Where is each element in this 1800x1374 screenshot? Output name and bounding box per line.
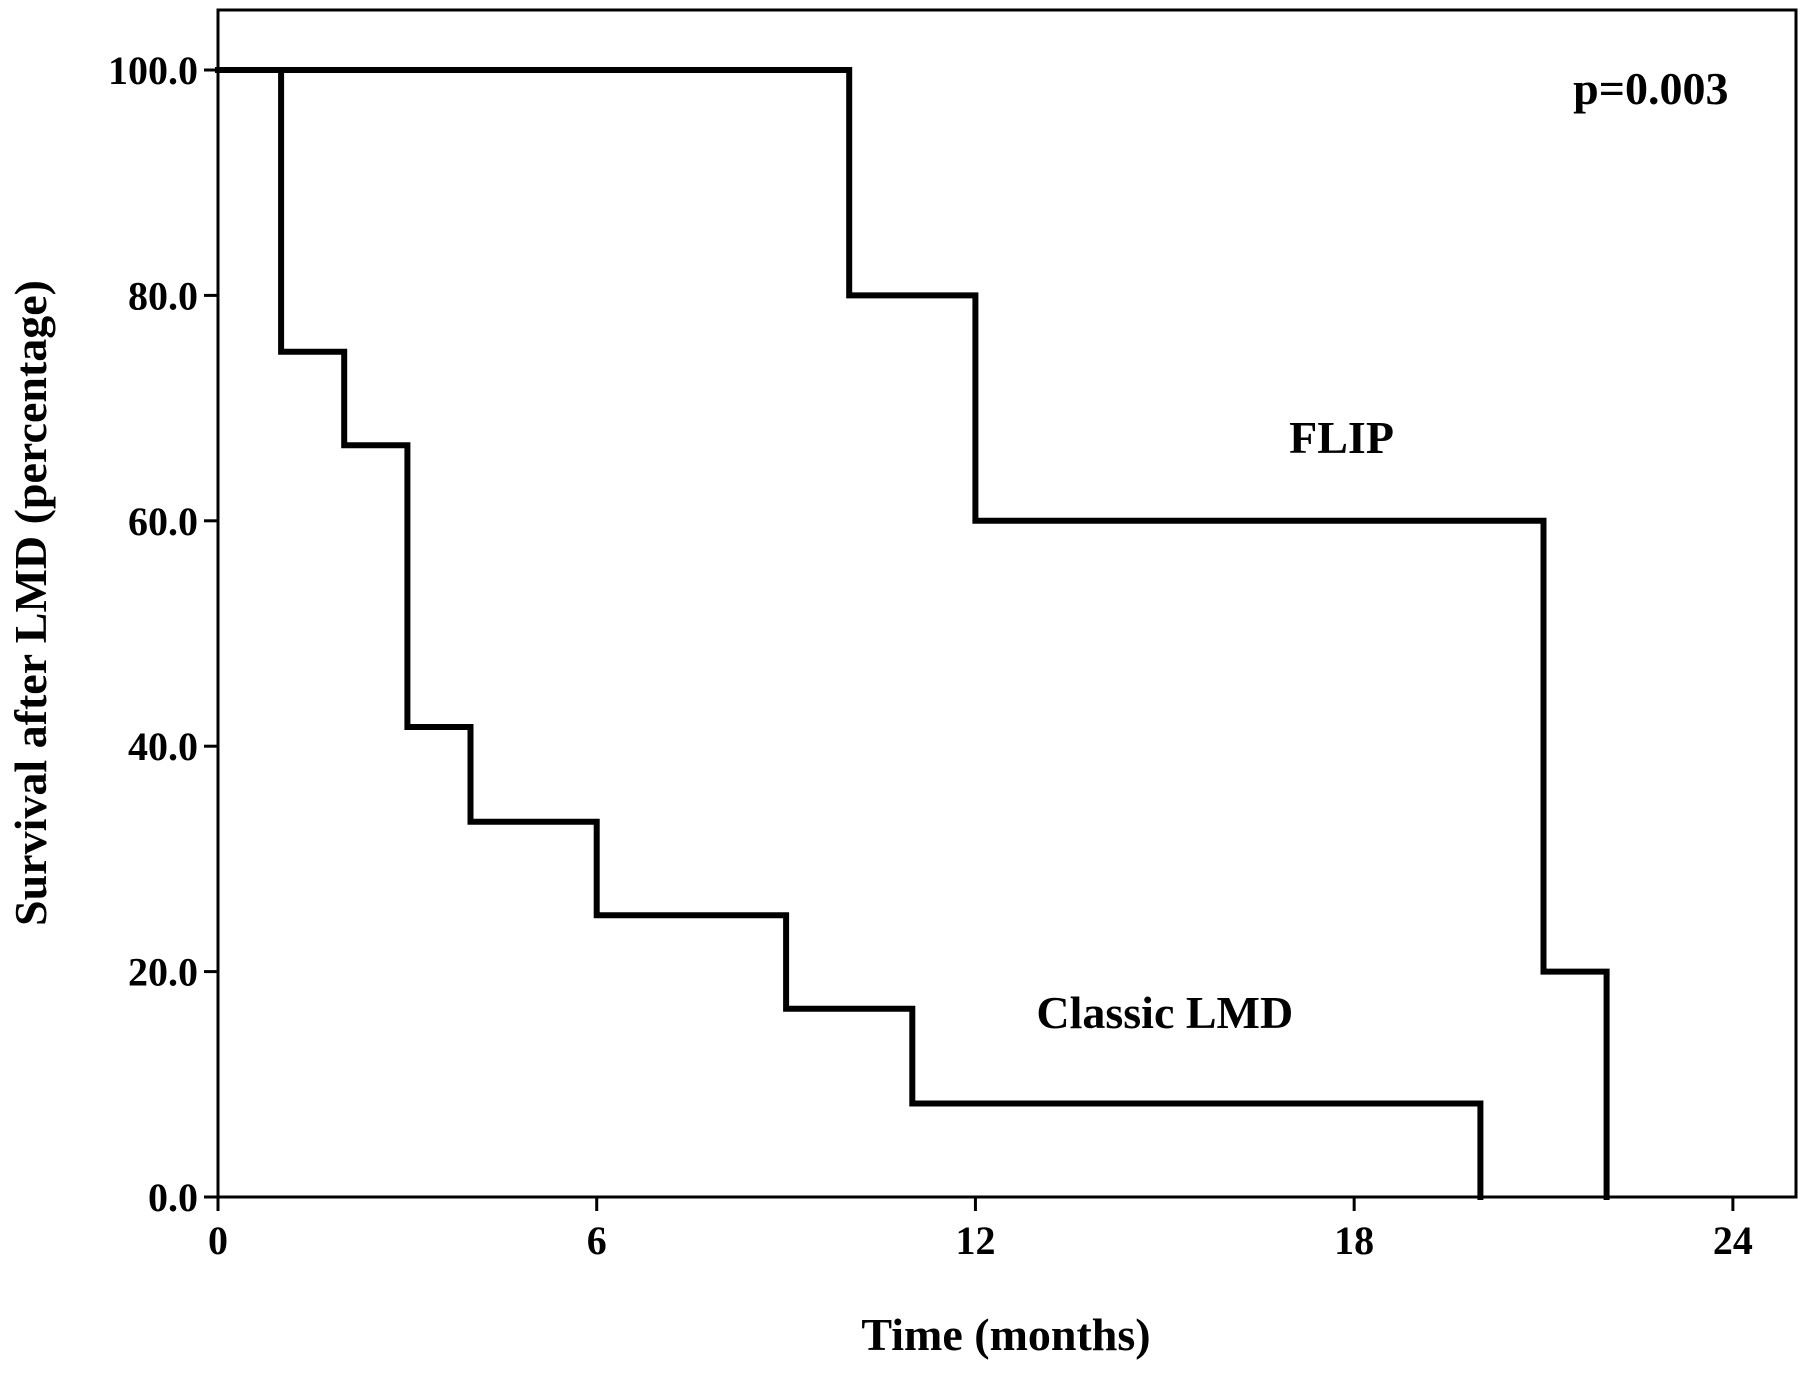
p-value-annotation: p=0.003 (1573, 63, 1728, 114)
x-tick-label: 12 (955, 1218, 995, 1263)
classic-lmd-label-annotation: Classic LMD (1036, 987, 1293, 1038)
annotation-layer: p=0.003 FLIP Classic LMD (1036, 63, 1728, 1038)
y-tick-label: 100.0 (108, 48, 198, 93)
x-axis-title: Time (months) (861, 1309, 1150, 1360)
y-axis-title: Survival after LMD (percentage) (5, 280, 56, 926)
flip-label-annotation: FLIP (1289, 412, 1394, 463)
x-tick-label: 18 (1334, 1218, 1374, 1263)
y-tick-label: 80.0 (128, 273, 198, 318)
axes-layer: 0 6 12 18 24 0.0 20.0 40.0 60.0 80.0 100.0 (108, 48, 1753, 1263)
x-tick-label: 0 (208, 1218, 228, 1263)
x-tick-label: 24 (1713, 1218, 1753, 1263)
series-line-flip (215, 67, 1610, 1200)
x-tick-label: 6 (587, 1218, 607, 1263)
y-tick-label: 0.0 (148, 1175, 198, 1220)
series-line-classic-lmd (215, 67, 1484, 1200)
y-tick-label: 20.0 (128, 950, 198, 995)
series-layer (215, 67, 1610, 1200)
plot-frame (216, 8, 1798, 1199)
y-tick-label: 60.0 (128, 499, 198, 544)
y-tick-label: 40.0 (128, 724, 198, 769)
